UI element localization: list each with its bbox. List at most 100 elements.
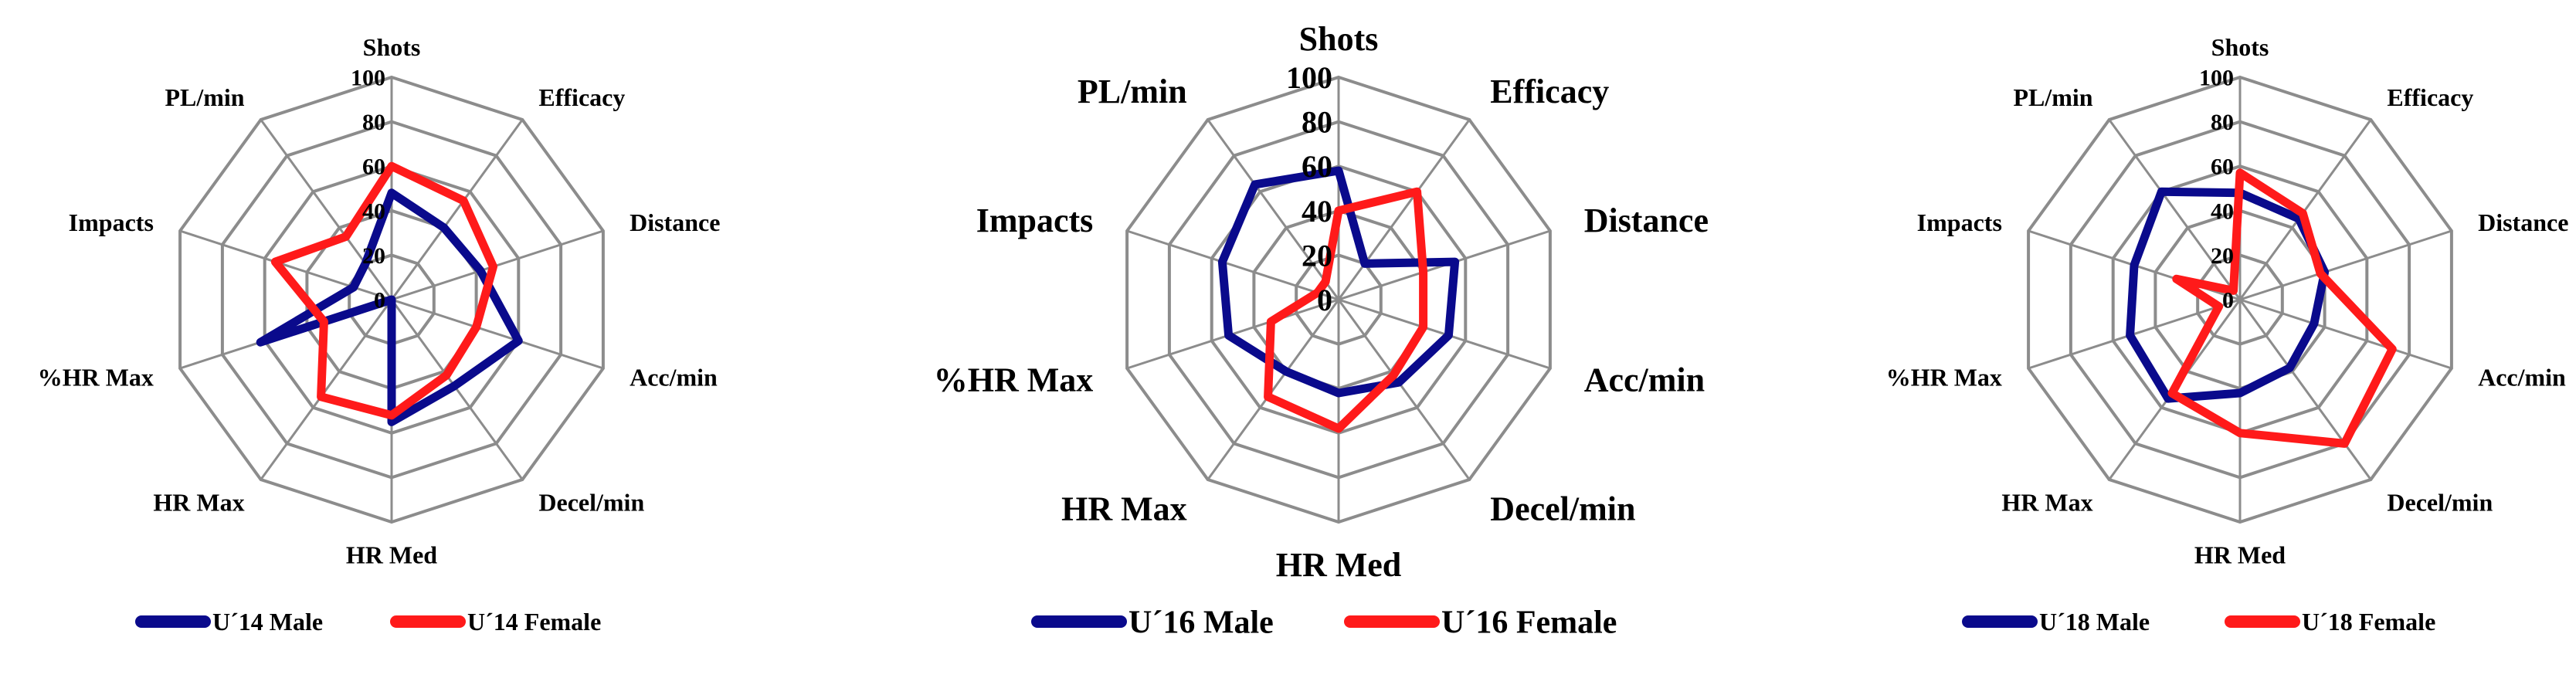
data-point <box>2391 348 2393 350</box>
data-point <box>2233 290 2234 291</box>
grid-spoke <box>2108 119 2242 300</box>
tick-label: 100 <box>351 66 385 91</box>
axis-label: Shots <box>1299 20 1379 58</box>
axis-label: Distance <box>630 208 720 236</box>
tick-label: 40 <box>1302 194 1332 229</box>
data-point <box>1228 334 1230 336</box>
data-point <box>1325 281 1326 283</box>
grid-spoke <box>1207 299 1340 480</box>
tick-label: 100 <box>2199 66 2234 91</box>
grid-spoke <box>2239 298 2452 370</box>
legend-label: U´18 Male <box>2039 608 2150 636</box>
tick-label: 0 <box>2222 288 2234 314</box>
axis-label: Decel/min <box>538 488 644 516</box>
tick-label: 60 <box>2211 154 2234 180</box>
data-point <box>365 263 366 264</box>
tick-label: 20 <box>2211 243 2234 269</box>
data-point <box>260 341 261 343</box>
axis-label: Decel/min <box>2387 488 2493 516</box>
grid-spoke <box>391 298 604 370</box>
axis-label: PL/min <box>1078 73 1187 110</box>
legend-label: U´16 Female <box>1441 605 1617 641</box>
legend-label: U´14 Male <box>212 608 323 636</box>
data-point <box>1285 371 1287 372</box>
data-point <box>443 227 445 229</box>
data-point <box>493 266 494 267</box>
axis-label: Impacts <box>69 208 154 236</box>
axis-label: Impacts <box>1917 208 2002 236</box>
data-point <box>345 236 347 237</box>
axis-label: Acc/min <box>2478 363 2566 391</box>
data-point <box>2239 392 2241 394</box>
radar-chart-1: 0 20 40 60 80 100 Shots Efficacy Distance Acc/min… <box>38 33 721 636</box>
axis-label: PL/min <box>165 83 244 111</box>
data-point <box>480 270 481 272</box>
tick-label: 0 <box>1317 283 1332 317</box>
data-point <box>1254 184 1256 185</box>
axis-label: %HR Max <box>1886 363 2002 391</box>
data-point <box>2176 278 2177 280</box>
tick-label: 60 <box>362 154 385 180</box>
tick-label: 60 <box>1302 149 1332 184</box>
axis-label: Shots <box>363 33 421 61</box>
axis-label: Acc/min <box>630 363 718 391</box>
data-point <box>1423 271 1424 273</box>
legend-label: U´18 Female <box>2302 608 2435 636</box>
axis-label: HR Max <box>153 488 244 516</box>
tick-label: 80 <box>2211 110 2234 135</box>
grid-spoke <box>260 119 393 300</box>
tick-label: 80 <box>1302 105 1332 140</box>
data-point <box>353 286 355 288</box>
data-point <box>2239 432 2241 434</box>
axis-label: Decel/min <box>1490 490 1635 528</box>
data-point <box>1364 263 1366 264</box>
data-point <box>1454 261 1456 263</box>
axis-label: HR Max <box>2001 488 2092 516</box>
data-point <box>2218 306 2220 307</box>
tick-label: 80 <box>362 110 385 135</box>
axis-label: Impacts <box>976 202 1094 239</box>
legend-label: U´14 Female <box>467 608 601 636</box>
tick-label: 20 <box>1302 238 1332 273</box>
axis-label: HR Med <box>346 541 437 569</box>
grid-spoke <box>260 299 393 480</box>
tick-label: 0 <box>374 288 385 314</box>
radar-chart-3: 0 20 40 60 80 100 Shots Efficacy Distance Acc/min… <box>1886 33 2569 636</box>
axis-label: Distance <box>1584 202 1709 239</box>
axis-label: Acc/min <box>1584 361 1705 399</box>
grid-spoke <box>1126 229 1339 301</box>
axis-label: Efficacy <box>1490 73 1609 110</box>
data-point <box>1448 334 1449 336</box>
axis-label: HR Med <box>2194 541 2286 569</box>
data-point <box>2239 172 2241 174</box>
legend-label: U´16 Male <box>1128 605 1274 641</box>
axis-label: Efficacy <box>538 83 625 111</box>
data-point <box>2320 273 2321 274</box>
grid-spoke <box>391 229 604 301</box>
grid-spoke <box>390 299 524 480</box>
axis-label: Distance <box>2478 208 2568 236</box>
data-point <box>453 385 455 387</box>
axis-label: %HR Max <box>38 363 154 391</box>
tick-label: 20 <box>362 243 385 269</box>
tick-label: 100 <box>1286 60 1332 95</box>
axis-label: Efficacy <box>2387 83 2473 111</box>
grid-spoke <box>2238 299 2372 480</box>
axis-label: HR Max <box>1061 490 1187 528</box>
grid-spoke <box>2239 229 2452 301</box>
grid-spoke <box>1337 119 1471 300</box>
grid-spoke <box>2238 119 2372 300</box>
data-point <box>2133 265 2135 266</box>
data-point <box>463 200 464 202</box>
tick-label: 40 <box>362 198 385 224</box>
data-point <box>1221 261 1223 263</box>
grid-spoke <box>1207 119 1340 300</box>
axis-label: HR Med <box>1276 546 1402 584</box>
data-point <box>2171 392 2173 394</box>
data-point <box>2344 442 2345 444</box>
grid-spoke <box>390 119 524 300</box>
data-point <box>2167 398 2169 399</box>
data-point <box>274 261 276 263</box>
